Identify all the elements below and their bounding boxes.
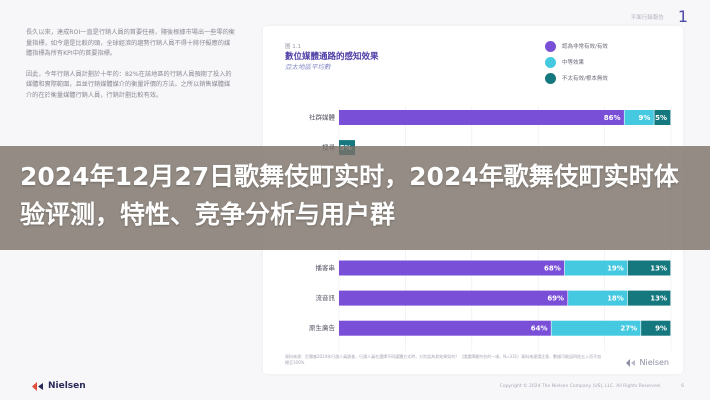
- figure-label: 圖 1.1: [285, 44, 301, 50]
- bar-segment: [627, 290, 671, 306]
- footer-page-number: 6: [681, 384, 684, 389]
- category-label: 流音訊: [316, 293, 336, 302]
- bar-segment: [627, 260, 671, 276]
- category-label: 社群媒體: [309, 113, 336, 122]
- bar-segment: [339, 320, 551, 336]
- data-label: 64%: [531, 325, 548, 333]
- footer-logo: Nielsen: [32, 381, 86, 391]
- bar-segment: [339, 110, 624, 125]
- nielsen-logo-icon: [626, 358, 636, 367]
- bar-segment: [624, 110, 654, 125]
- header-small-text: 平面行銷報告: [630, 14, 664, 21]
- bar-segment: [339, 260, 565, 276]
- data-label: 5%: [655, 114, 667, 122]
- data-label: 86%: [604, 114, 621, 122]
- data-label: 19%: [607, 265, 624, 273]
- legend-label-neutral: 中等效果: [562, 60, 585, 66]
- data-label: 9%: [655, 325, 667, 333]
- nielsen-mark-icon: [32, 381, 43, 391]
- body-paragraph-2: 因此，今年行銷人員計劃於十年的：82%在該地區的行銷人員預期了投入的媒體和實際範…: [26, 70, 232, 99]
- legend-label-not-effective: 不太有效/根本無效: [562, 76, 608, 82]
- page-number: 1: [677, 7, 688, 26]
- category-label: 播客串: [316, 263, 336, 272]
- legend-item-neutral: 中等效果: [545, 54, 608, 70]
- bar-segment: [641, 320, 671, 336]
- data-label: 69%: [547, 295, 564, 303]
- legend-swatch-very-effective: [545, 40, 556, 52]
- data-label: 9%: [639, 114, 651, 122]
- body-text-column: 長久以來，達成ROI一直是行銷人員的首要任務，隨後根據市場出一些零的衡量指標，如…: [26, 28, 236, 111]
- card-brand: Nielsen: [626, 358, 669, 367]
- legend-swatch-neutral: [545, 56, 556, 68]
- chart-subtitle: 亞太地區平均數: [285, 63, 331, 71]
- data-label: 18%: [607, 295, 624, 303]
- bar-segment: [568, 290, 628, 306]
- card-brand-name: Nielsen: [639, 358, 669, 367]
- legend-swatch-not-effective: [545, 72, 556, 84]
- bar-segment: [564, 260, 628, 276]
- bar-segment: [339, 290, 568, 306]
- chart-legend: 認為非常有效/有效 中等效果 不太有效/根本無效: [545, 38, 608, 86]
- legend-item-not-effective: 不太有效/根本無效: [545, 70, 608, 86]
- footer-right: Copyright © 2024 The Nielsen Company (US…: [500, 384, 684, 389]
- data-label: 13%: [650, 265, 667, 273]
- data-label: 27%: [620, 325, 637, 333]
- bar-segment: [551, 320, 641, 336]
- legend-label-very-effective: 認為非常有效/有效: [562, 44, 608, 50]
- legend-item-very-effective: 認為非常有效/有效: [545, 38, 608, 54]
- headline-banner: [0, 146, 710, 250]
- footer-brand-name: Nielsen: [48, 381, 86, 391]
- page-header-right: 平面行銷報告 1: [631, 7, 688, 26]
- chart-title: 數位媒體通路的感知效果: [285, 52, 379, 62]
- category-label: 原生廣告: [309, 323, 336, 332]
- chart-footnote: 資料來源：尼爾森2024年行銷人員調查，行銷人員在選擇不同媒體方式時，分別認為其…: [285, 354, 602, 365]
- footer-copyright: Copyright © 2024 The Nielsen Company (US…: [499, 384, 662, 389]
- bar-segment: [654, 110, 671, 125]
- data-label: 68%: [544, 265, 561, 273]
- body-paragraph-1: 長久以來，達成ROI一直是行銷人員的首要任務，隨後根據市場出一些零的衡量指標，如…: [26, 29, 235, 57]
- data-label: 13%: [650, 295, 667, 303]
- headline-title: 2024年12月27日歌舞伎町实时，2024年歌舞伎町实时体验评测，特性、竞争分…: [20, 162, 679, 229]
